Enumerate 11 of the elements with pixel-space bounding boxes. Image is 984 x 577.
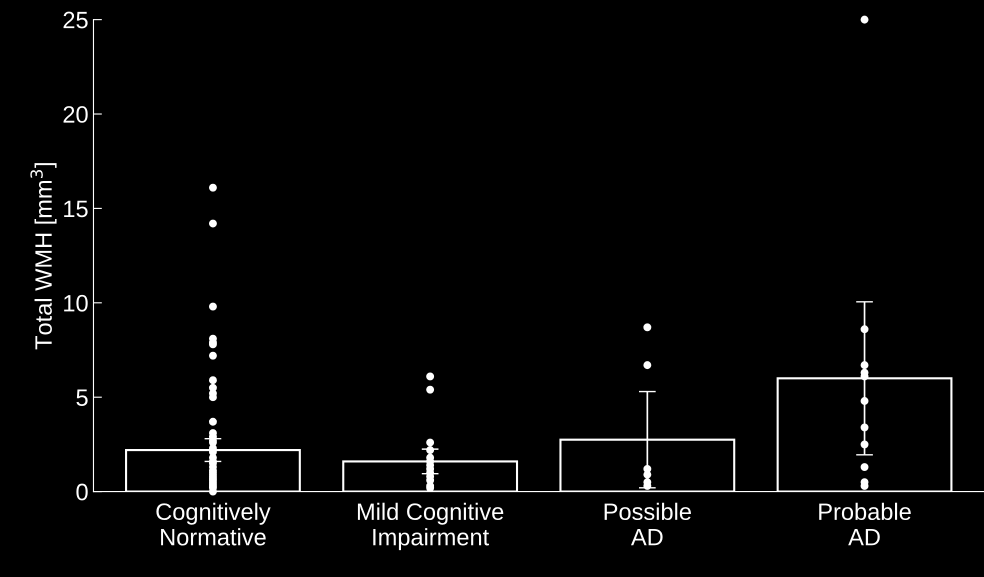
- x-tick-label: Mild Cognitive Impairment: [358, 502, 504, 550]
- y-tick-label: 20: [64, 106, 88, 123]
- x-tick-label: Possible AD: [604, 502, 691, 546]
- y-tick-label: 25: [64, 12, 88, 28]
- y-tick-label: 0: [76, 484, 88, 500]
- y-axis-title: Total WMH [mm$^{3}$]: [30, 163, 57, 350]
- x-tick-label: Probable AD: [819, 502, 911, 546]
- y-tick-label: 5: [76, 390, 88, 406]
- y-tick-label: 10: [64, 294, 88, 312]
- y-tick-label: 15: [64, 200, 88, 218]
- x-tick-label: Cognitively Normative: [156, 502, 271, 546]
